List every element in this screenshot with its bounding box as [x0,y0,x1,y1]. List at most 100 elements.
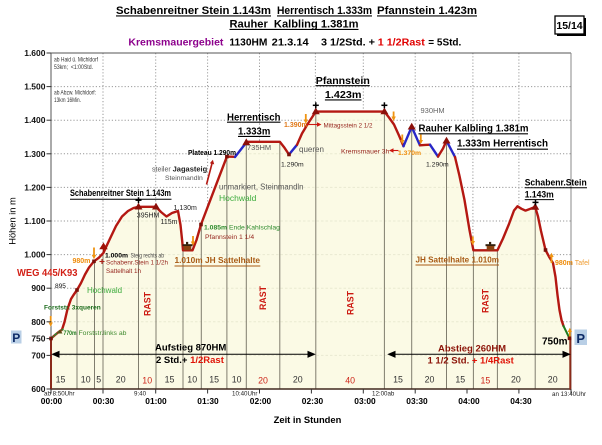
svg-text:Herrentisch: Herrentisch [227,111,281,123]
svg-text:Abstieg 260HM: Abstieg 260HM [438,344,506,355]
svg-text:20: 20 [548,375,558,385]
svg-text:5: 5 [96,375,101,385]
svg-text:1.100: 1.100 [24,216,46,226]
svg-text:Kremsmauer 3h: Kremsmauer 3h [341,149,390,156]
svg-text:02:00: 02:00 [250,396,272,406]
svg-text:980m Tafel: 980m Tafel [555,260,590,267]
svg-text:an 13:40Uhr: an 13:40Uhr [552,391,586,398]
svg-text:735HM: 735HM [247,143,271,152]
svg-text:Schabenreitner Stein 1.143m: Schabenreitner Stein 1.143m [116,5,271,17]
svg-text:1130HM: 1130HM [229,38,267,49]
svg-text:00:30: 00:30 [93,396,115,406]
svg-text:RAST: RAST [345,290,355,315]
svg-text:Sattelhalt 1h: Sattelhalt 1h [106,268,142,275]
svg-text:1 1/2 Std. + 1/4Rast: 1 1/2 Std. + 1/4Rast [428,356,515,367]
svg-text:P: P [576,331,585,346]
svg-text:20: 20 [425,375,435,385]
svg-text:20: 20 [293,375,303,385]
svg-text:1.130m: 1.130m [174,205,198,212]
svg-text:Höhen in m: Höhen in m [8,197,18,245]
svg-text:RAST: RAST [142,291,152,316]
svg-text:1.370m: 1.370m [398,150,421,157]
svg-text:1.390m: 1.390m [284,122,308,129]
svg-text:Steinmandln: Steinmandln [165,175,203,182]
svg-text:JH Sattelhalte 1.010m: JH Sattelhalte 1.010m [416,255,500,265]
svg-text:Forststr. 3xqueren: Forststr. 3xqueren [44,305,101,312]
svg-text:03:00: 03:00 [354,396,376,406]
svg-text:1.000m: 1.000m [105,253,128,260]
svg-text:1.423m: 1.423m [325,89,362,101]
svg-text:1.000: 1.000 [24,250,46,260]
svg-text:ab Haid ü. Michldorf: ab Haid ü. Michldorf [54,58,98,64]
svg-text:10: 10 [142,376,152,386]
svg-text:Plateau 1.290m: Plateau 1.290m [188,148,236,157]
svg-text:20: 20 [511,375,521,385]
svg-text:steiler Jagasteig: steiler Jagasteig [152,165,208,174]
svg-text:Schabenr.Stein 1 1/2h: Schabenr.Stein 1 1/2h [106,260,168,267]
svg-text:40: 40 [345,376,355,386]
svg-text:750: 750 [31,334,45,344]
svg-text:01:00: 01:00 [145,396,167,406]
svg-text:WEG 445/K93: WEG 445/K93 [17,268,78,279]
svg-text:930HM: 930HM [421,106,445,115]
svg-text:1.333m Herrentisch: 1.333m Herrentisch [457,138,548,150]
svg-text:1.200: 1.200 [24,182,46,192]
svg-text:10: 10 [81,375,91,385]
svg-text:02:30: 02:30 [302,396,324,406]
svg-text:1.300: 1.300 [24,149,46,159]
svg-text:53km; <1:00Std.: 53km; <1:00Std. [54,65,93,71]
svg-text:15: 15 [56,375,66,385]
svg-text:RAST: RAST [258,285,268,310]
svg-text:12:00ab: 12:00ab [372,390,395,397]
svg-text:Rauher Kalbling 1.381m: Rauher Kalbling 1.381m [419,123,529,135]
svg-text:20: 20 [258,376,268,386]
svg-text:3 1/2Std. +: 3 1/2Std. + [321,38,375,49]
svg-text:00:00: 00:00 [41,396,63,406]
svg-text:21.3.14: 21.3.14 [272,38,309,49]
svg-text:Herrentisch 1.333m: Herrentisch 1.333m [277,5,372,17]
svg-text:800: 800 [31,317,45,327]
svg-text:Pfannstein 1.423m: Pfannstein 1.423m [377,5,477,17]
svg-text:Schabenr.Stein: Schabenr.Stein [525,178,587,188]
svg-text:10:40Uhr: 10:40Uhr [232,390,257,397]
svg-text:Schabenreitner Stein 1.143m: Schabenreitner Stein 1.143m [70,188,171,199]
svg-text:980m: 980m [73,258,91,265]
svg-text:= 5Std.: = 5Std. [428,38,461,49]
svg-text:03:30: 03:30 [406,396,428,406]
svg-text:1 1/2Rast: 1 1/2Rast [378,38,426,49]
svg-text:1.333m: 1.333m [238,126,270,138]
svg-text:10: 10 [232,375,242,385]
svg-text:Aufstieg 870HM: Aufstieg 870HM [155,343,226,354]
svg-text:1.290m: 1.290m [426,162,449,169]
svg-text:Zeit in Stunden: Zeit in Stunden [274,414,342,425]
svg-text:RAST: RAST [481,288,491,313]
svg-text:2 Std.+ 1/2Rast: 2 Std.+ 1/2Rast [156,355,225,366]
svg-text:115m: 115m [161,219,178,226]
svg-text:1.600: 1.600 [24,48,46,58]
svg-text:ab 8:50Uhr: ab 8:50Uhr [44,390,75,397]
svg-text:Kremsmauergebiet: Kremsmauergebiet [128,38,224,49]
svg-text:1.290m: 1.290m [281,162,304,169]
svg-text:395HM: 395HM [137,213,160,220]
svg-text:1.500: 1.500 [24,82,46,92]
svg-text:9:40: 9:40 [134,390,147,397]
svg-text:Mittagsstein 2 1/2: Mittagsstein 2 1/2 [324,123,373,130]
svg-text:15: 15 [455,375,465,385]
svg-text:750m: 750m [542,336,568,347]
svg-text:20: 20 [116,375,126,385]
svg-text:Rauher Kalbling 1.381m: Rauher Kalbling 1.381m [230,18,359,30]
svg-text:10: 10 [187,375,197,385]
svg-text:01:30: 01:30 [197,396,219,406]
svg-text:15: 15 [393,375,403,385]
svg-text:770m: 770m [64,330,77,337]
svg-text:15: 15 [165,375,175,385]
svg-text:13km 16Min.: 13km 16Min. [54,98,81,104]
svg-text:900: 900 [31,283,45,293]
svg-text:Pfannstein 1 1/4: Pfannstein 1 1/4 [205,234,254,241]
svg-text:Hochwald: Hochwald [219,193,257,203]
svg-text:1.143m: 1.143m [525,190,554,200]
svg-text:Steig rechts ab: Steig rechts ab [131,254,165,260]
svg-text:700: 700 [31,350,45,360]
svg-text:1.400: 1.400 [24,115,46,125]
svg-text:Hochwald: Hochwald [87,286,122,295]
